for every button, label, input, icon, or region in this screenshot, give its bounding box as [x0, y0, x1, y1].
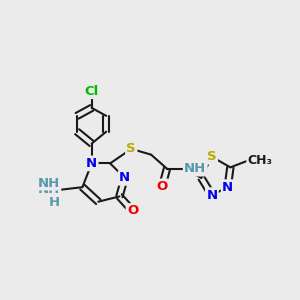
Text: NH: NH: [38, 177, 60, 190]
Text: H: H: [49, 196, 60, 209]
Text: O: O: [157, 180, 168, 193]
Text: N: N: [119, 171, 130, 184]
Text: N: N: [206, 189, 218, 202]
Text: N: N: [222, 181, 233, 194]
Text: NH: NH: [38, 183, 60, 196]
Text: NH: NH: [184, 162, 206, 175]
Text: Cl: Cl: [85, 85, 99, 98]
Text: S: S: [207, 150, 217, 163]
Text: O: O: [127, 204, 138, 218]
Text: N: N: [86, 157, 97, 170]
Text: CH₃: CH₃: [248, 154, 272, 167]
Text: S: S: [127, 142, 136, 155]
